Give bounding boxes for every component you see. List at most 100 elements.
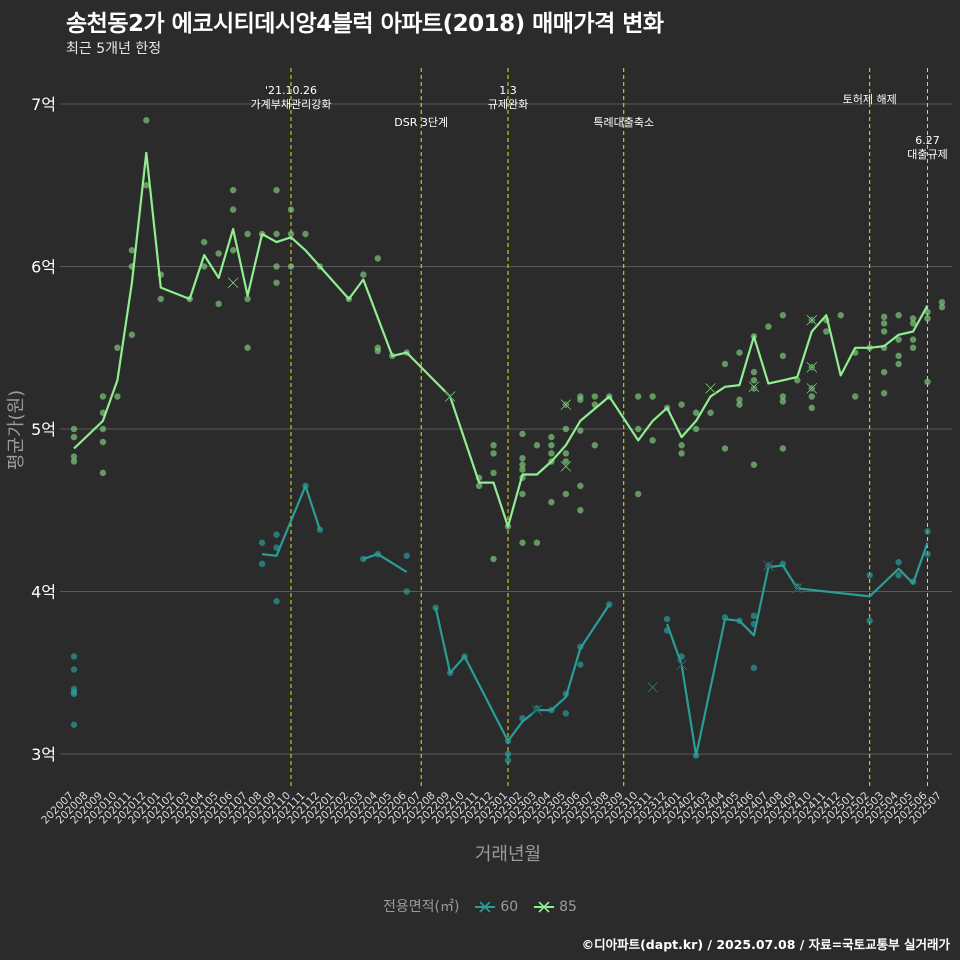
scatter-point-85 xyxy=(577,396,584,403)
y-tick-label: 7억 xyxy=(31,95,56,114)
x-axis-title: 거래년월 xyxy=(475,844,541,865)
chart-title: 송천동2가 에코시티데시앙4블럭 아파트(2018) 매매가격 변화 xyxy=(66,11,664,37)
cross-stroke xyxy=(444,391,456,402)
scatter-point-85 xyxy=(895,352,902,360)
scatter-point-85 xyxy=(519,461,526,468)
scatter-point-85 xyxy=(779,398,787,405)
legend-label-85: 85 xyxy=(559,899,577,915)
scatter-point-85 xyxy=(909,344,917,351)
scatter-point-85 xyxy=(779,445,787,452)
cross-stroke xyxy=(705,383,716,394)
cross-stroke xyxy=(792,582,803,594)
scatter-point-85 xyxy=(736,349,743,356)
chart-subtitle: 최근 5개년 한정 xyxy=(66,41,162,57)
cross-marker-85 xyxy=(560,399,572,411)
scatter-point-60 xyxy=(258,539,266,546)
cross-stroke xyxy=(560,399,572,410)
scatter-point-85 xyxy=(548,433,555,441)
scatter-point-85 xyxy=(938,303,946,311)
scatter-point-85 xyxy=(635,425,642,433)
scatter-point-60 xyxy=(895,559,902,566)
y-tick-label: 5억 xyxy=(31,420,56,439)
scatter-point-85 xyxy=(880,320,888,327)
event-label: 토허제 해제 xyxy=(843,92,897,106)
scatter-point-85 xyxy=(70,453,78,460)
scatter-point-85 xyxy=(143,182,150,189)
scatter-point-60 xyxy=(577,661,584,668)
scatter-point-85 xyxy=(533,442,541,449)
scatter-point-85 xyxy=(244,230,251,238)
legend-title: 전용면적(㎡) xyxy=(383,899,460,915)
scatter-point-85 xyxy=(519,455,526,462)
series-line-60 xyxy=(261,484,321,557)
scatter-point-85 xyxy=(779,352,787,360)
scatter-point-85 xyxy=(692,425,700,433)
scatter-point-85 xyxy=(823,328,830,335)
scatter-point-85 xyxy=(99,425,107,433)
scatter-point-85 xyxy=(635,393,642,400)
cross-marker-85 xyxy=(806,361,818,373)
scatter-point-85 xyxy=(750,368,758,376)
cross-stroke xyxy=(531,704,543,716)
cross-marker-85 xyxy=(748,381,760,393)
scatter-point-85 xyxy=(837,312,844,319)
scatter-point-85 xyxy=(143,117,150,124)
scatter-point-85 xyxy=(649,393,656,400)
cross-marker-85 xyxy=(227,277,239,289)
scatter-point-85 xyxy=(519,430,526,438)
scatter-point-85 xyxy=(490,469,497,477)
scatter-point-85 xyxy=(490,555,497,563)
scatter-point-60 xyxy=(924,528,931,535)
scatter-point-85 xyxy=(70,458,78,465)
event-label: 1.3 xyxy=(499,84,517,97)
scatter-point-60 xyxy=(504,757,512,764)
series-line-60 xyxy=(434,603,611,743)
scatter-point-85 xyxy=(287,230,295,238)
y-axis-title: 평균가(원) xyxy=(6,390,27,470)
scatter-point-85 xyxy=(880,328,888,335)
scatter-point-85 xyxy=(114,344,121,351)
scatter-point-85 xyxy=(591,393,598,400)
series-line-60 xyxy=(666,542,929,757)
scatter-point-85 xyxy=(591,442,598,449)
scatter-point-60 xyxy=(258,560,266,568)
scatter-point-60 xyxy=(70,721,78,728)
scatter-point-85 xyxy=(736,401,743,408)
scatter-point-85 xyxy=(548,450,555,457)
cross-stroke xyxy=(806,361,818,373)
scatter-point-85 xyxy=(736,396,743,403)
scatter-point-85 xyxy=(779,393,787,400)
scatter-point-85 xyxy=(273,279,280,286)
scatter-point-85 xyxy=(562,425,570,433)
scatter-point-85 xyxy=(157,295,164,303)
scatter-point-85 xyxy=(721,360,729,368)
event-label: 특례대출축소 xyxy=(593,116,654,129)
scatter-point-85 xyxy=(909,315,917,322)
scatter-point-85 xyxy=(287,206,295,213)
scatter-point-85 xyxy=(562,450,570,457)
scatter-point-85 xyxy=(750,461,758,468)
event-label: DSR 3단계 xyxy=(394,116,448,129)
legend: 전용면적(㎡) 60 85 xyxy=(0,896,960,916)
scatter-point-85 xyxy=(273,186,280,194)
scatter-point-85 xyxy=(924,378,931,386)
scatter-point-60 xyxy=(273,598,280,605)
scatter-point-85 xyxy=(490,442,497,449)
scatter-point-85 xyxy=(533,539,541,546)
scatter-point-85 xyxy=(201,263,208,270)
scatter-point-85 xyxy=(721,445,729,452)
scatter-point-85 xyxy=(909,336,917,343)
cross-stroke xyxy=(676,659,687,670)
scatter-point-60 xyxy=(663,615,671,623)
legend-item-60: 60 xyxy=(474,899,518,915)
scatter-point-85 xyxy=(562,490,570,498)
scatter-point-60 xyxy=(750,612,758,620)
scatter-point-85 xyxy=(99,469,107,477)
scatter-point-60 xyxy=(403,552,410,559)
scatter-point-85 xyxy=(924,315,931,322)
scatter-point-60 xyxy=(562,710,570,717)
legend-swatch-60 xyxy=(474,901,495,913)
scatter-point-85 xyxy=(302,230,309,238)
scatter-point-85 xyxy=(548,498,555,506)
scatter-point-85 xyxy=(229,247,237,254)
